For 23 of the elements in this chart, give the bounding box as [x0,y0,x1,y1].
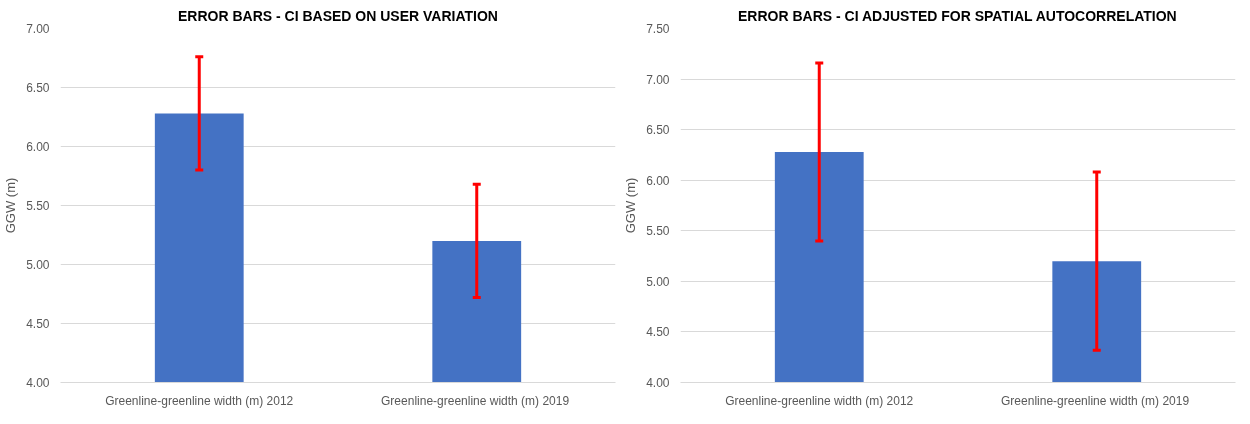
y-tick-label: 5.50 [646,224,670,239]
x-tick-label: Greenline-greenline width (m) 2019 [381,393,570,408]
y-axis-title: GGW (m) [623,177,639,234]
y-tick-label: 4.00 [26,376,50,390]
y-tick-label: 4.50 [646,325,670,340]
y-tick-label: 5.00 [646,274,670,289]
y-tick-label: 7.50 [646,22,670,36]
y-tick-label: 4.50 [26,317,50,331]
y-tick-label: 6.00 [646,173,670,188]
chart-title: ERROR BARS - CI ADJUSTED FOR SPATIAL AUTOCORRELATION [738,7,1177,24]
x-tick-label: Greenline-greenline width (m) 2012 [725,393,914,408]
y-tick-label: 6.50 [646,123,670,138]
y-tick-label: 7.00 [646,72,670,87]
y-tick-label: 4.00 [646,376,670,390]
y-tick-label: 5.00 [26,258,50,272]
x-tick-label: Greenline-greenline width (m) 2019 [1001,393,1190,408]
y-axis-title: GGW (m) [3,177,19,234]
y-tick-label: 5.50 [26,199,50,213]
y-tick-label: 6.00 [26,140,50,154]
x-tick-label: Greenline-greenline width (m) 2012 [105,393,294,408]
chart-title: ERROR BARS - CI BASED ON USER VARIATION [178,7,498,24]
y-tick-label: 7.00 [26,22,50,36]
y-tick-label: 6.50 [26,81,50,95]
